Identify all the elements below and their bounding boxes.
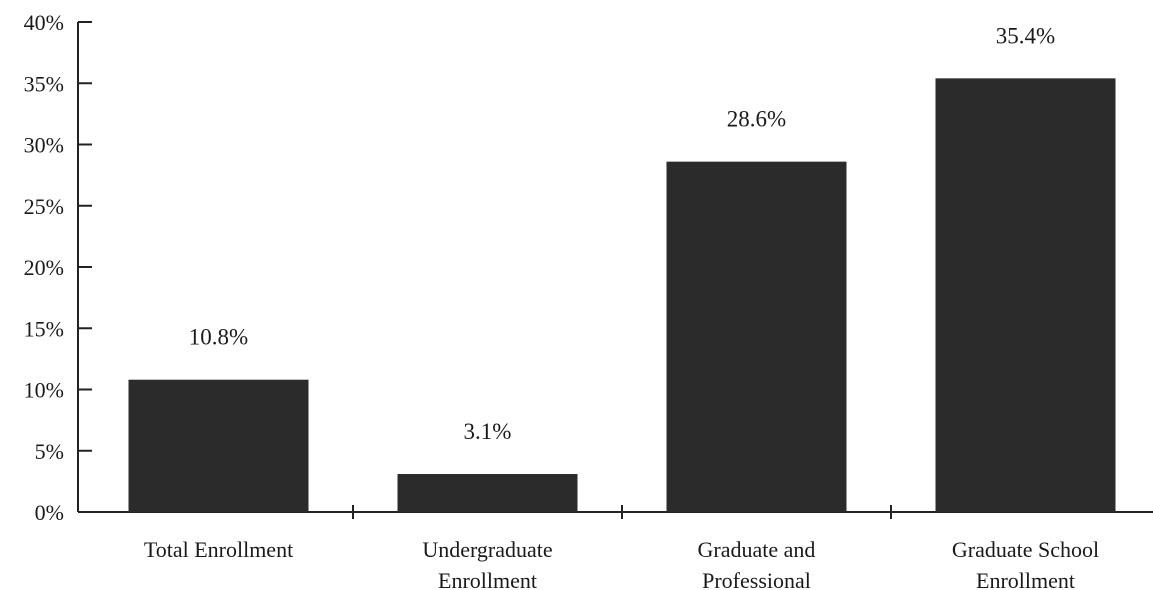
data-label: 35.4% — [996, 23, 1055, 48]
data-label: 28.6% — [727, 107, 786, 132]
y-tick-label: 10% — [24, 378, 64, 403]
category-label: Undergraduate — [422, 537, 552, 562]
y-axis: 0% 5% 10% 15% 20% 25% 30% 35% 40% — [24, 10, 92, 525]
y-tick-label: 40% — [24, 10, 64, 35]
data-labels: 10.8% 3.1% 28.6% 35.4% — [189, 23, 1055, 444]
data-label: 3.1% — [464, 419, 512, 444]
bars — [128, 78, 1116, 512]
category-label: Enrollment — [438, 568, 537, 590]
category-label: Enrollment — [976, 568, 1075, 590]
bar — [397, 474, 578, 512]
category-labels: Total Enrollment Undergraduate Enrollment G… — [144, 537, 1099, 590]
y-tick-label: 20% — [24, 255, 64, 280]
y-tick-label: 5% — [35, 439, 64, 464]
y-tick-label: 30% — [24, 133, 64, 158]
category-label: Graduate School — [952, 537, 1099, 562]
y-tick-label: 25% — [24, 194, 64, 219]
y-tick-label: 15% — [24, 316, 64, 341]
category-label: Graduate and — [698, 537, 816, 562]
y-tick-label: 35% — [24, 71, 64, 96]
y-tick-label: 0% — [35, 500, 64, 525]
bar — [666, 161, 847, 512]
bar — [935, 78, 1116, 512]
bar — [128, 379, 309, 512]
category-label: Total Enrollment — [144, 537, 293, 562]
category-label: Professional — [702, 568, 811, 590]
data-label: 10.8% — [189, 325, 248, 350]
